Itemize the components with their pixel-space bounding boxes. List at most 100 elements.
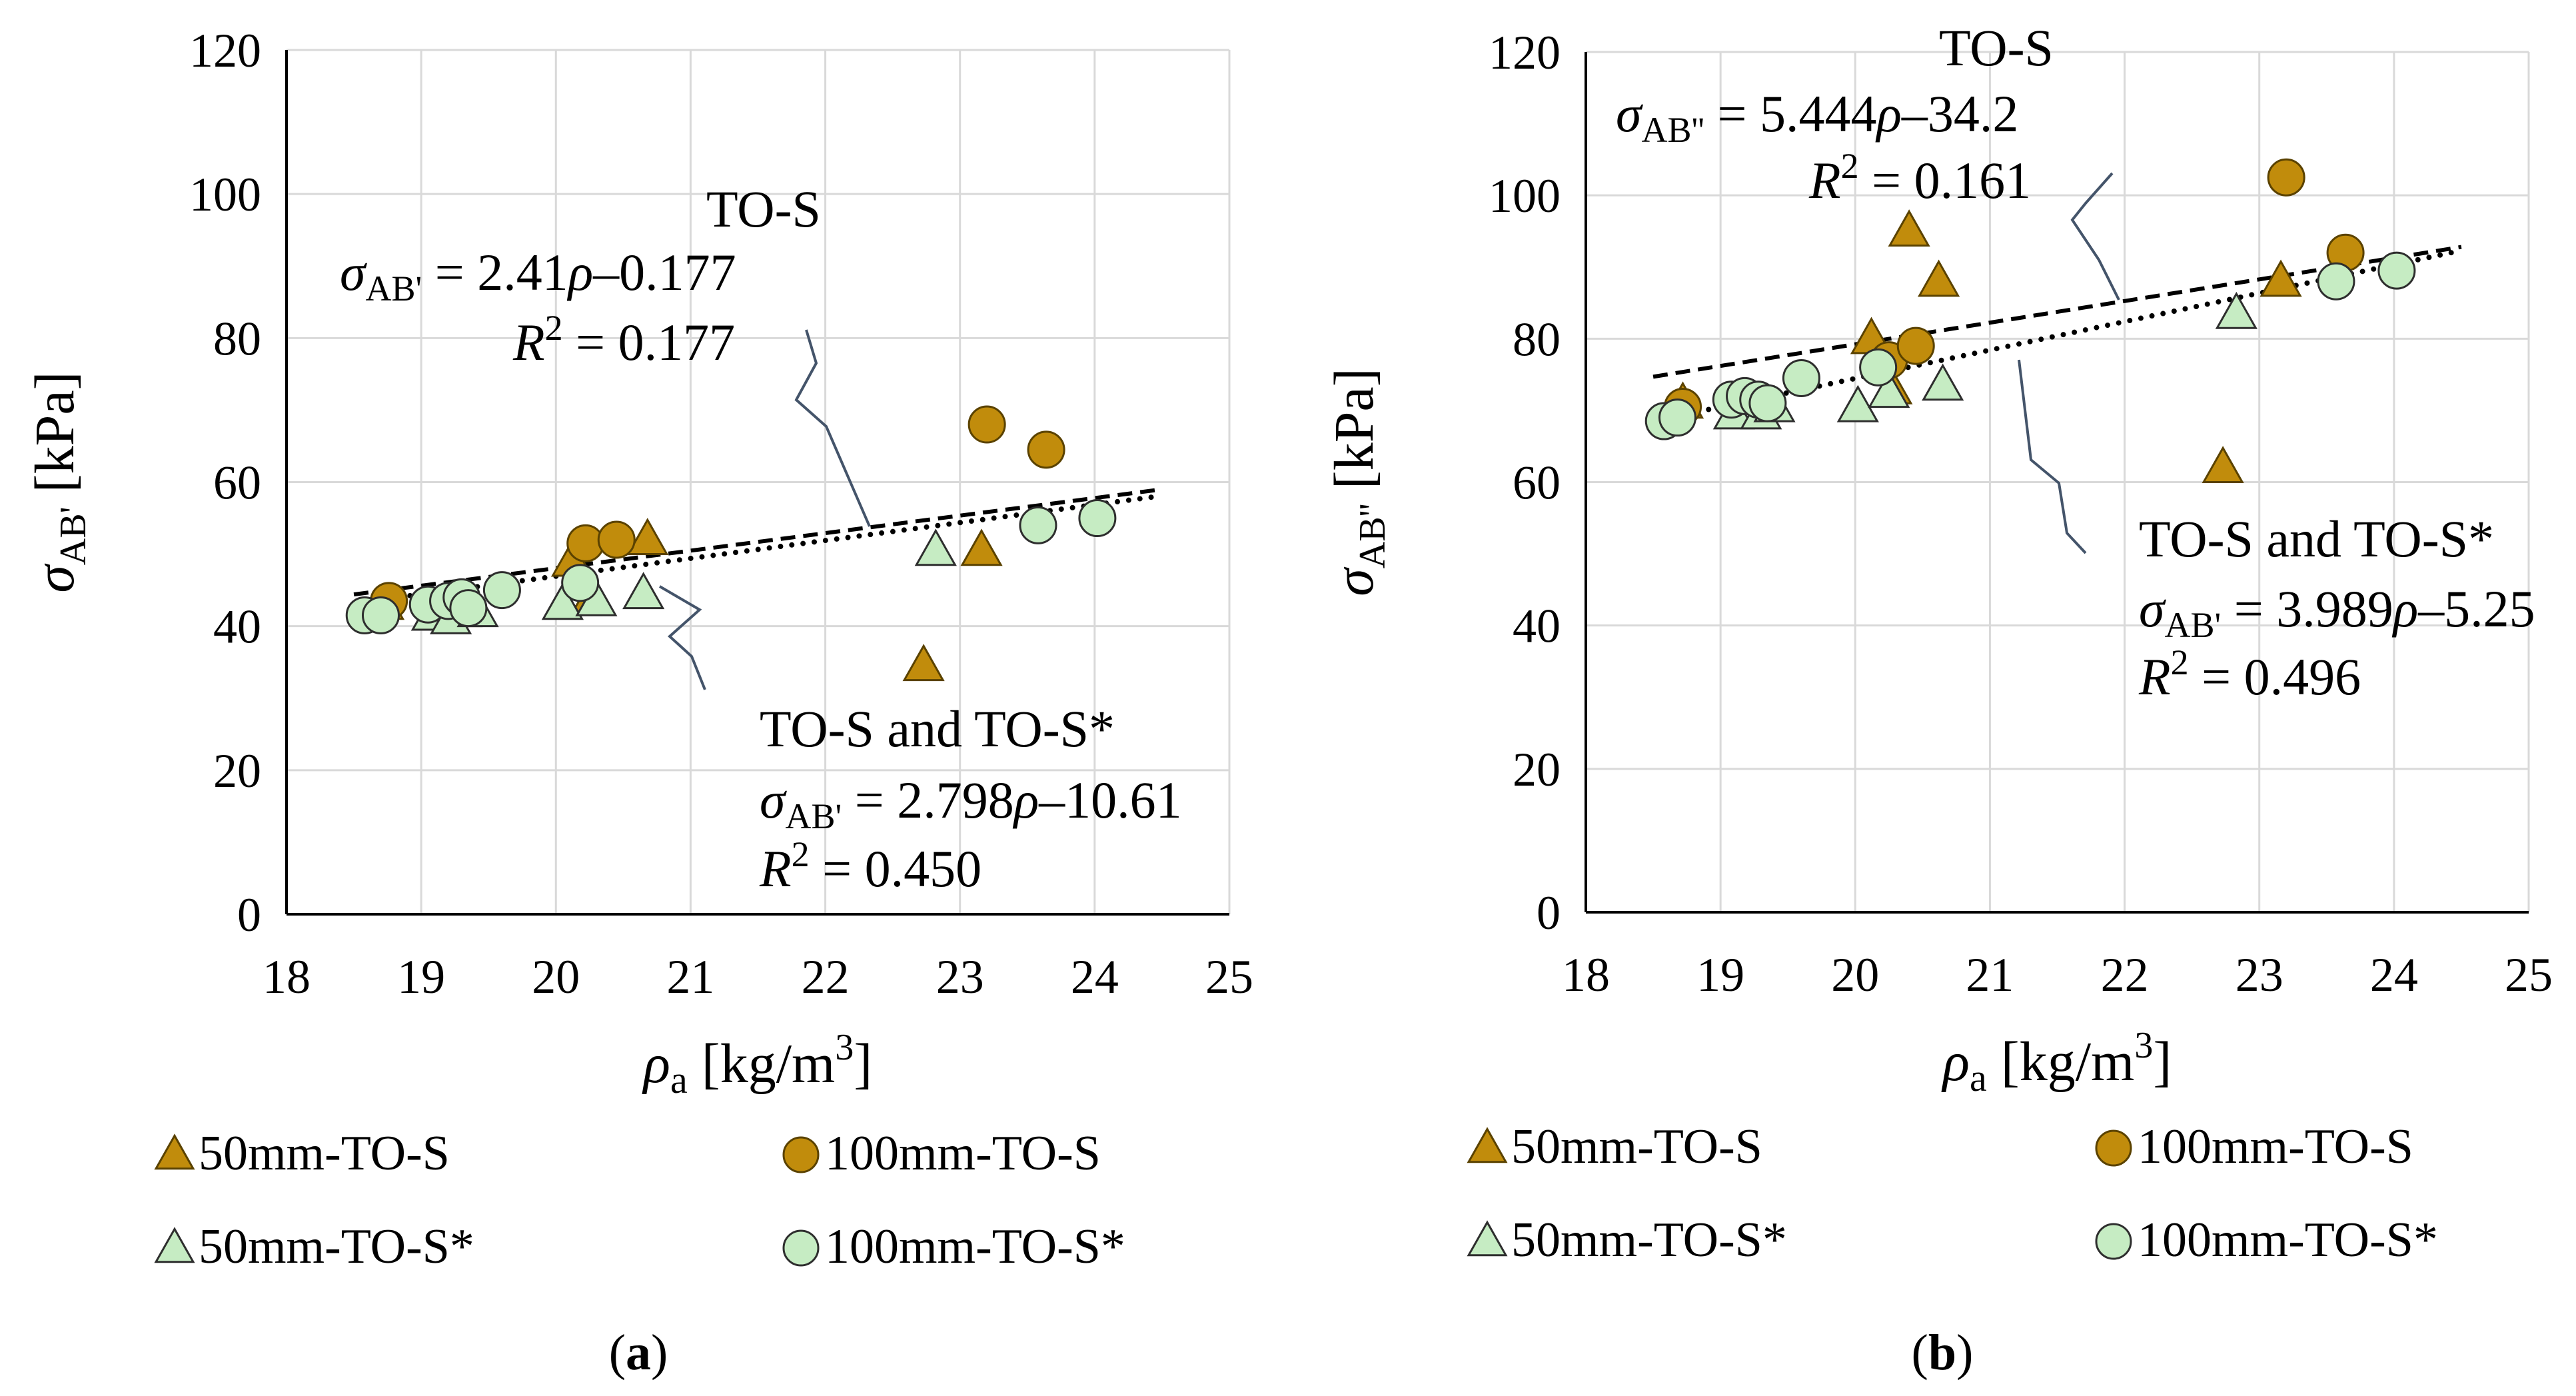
legend-marker-triangle <box>154 1227 195 1263</box>
chart-panel-a: 0 20 40 60 80 100 120 18 19 20 21 22 23 24 25 ρa [kg/m3… <box>24 24 1253 1381</box>
legend-label: 100mm-TO-S* <box>825 1219 1125 1274</box>
x-tick-label: 23 <box>2236 948 2283 1002</box>
legend-marker-triangle <box>1467 1127 1508 1163</box>
data-point-100mm-to-s- <box>2377 251 2416 290</box>
panel-label: (a) <box>609 1325 668 1381</box>
annotation-leader-line <box>794 329 871 527</box>
x-tick-label: 21 <box>1966 948 2014 1002</box>
data-point-50mm-to-s <box>960 528 1003 566</box>
legend-label: 50mm-TO-S* <box>1511 1213 1787 1267</box>
x-tick-label: 23 <box>936 950 984 1004</box>
x-tick-label: 24 <box>1071 950 1119 1004</box>
annotation-leader-line <box>2070 172 2120 301</box>
data-point-100mm-to-s- <box>1859 348 1898 386</box>
legend-entry: 100mm-TO-S* <box>782 1219 1125 1274</box>
y-tick-label: 80 <box>213 312 261 365</box>
legend-label: 50mm-TO-S* <box>199 1219 474 1274</box>
y-tick-label: 60 <box>1513 456 1561 510</box>
annotation-title: TO-S and TO-S* <box>760 700 1115 758</box>
data-point-50mm-to-s- <box>1836 384 1879 422</box>
y-tick-label: 100 <box>189 168 261 221</box>
data-point-100mm-to-s- <box>561 564 600 602</box>
data-point-50mm-to-s- <box>541 582 584 620</box>
data-point-100mm-to-s <box>2267 158 2305 197</box>
data-point-100mm-to-s- <box>1782 359 1820 398</box>
legend-label: 100mm-TO-S <box>825 1126 1101 1181</box>
chart-panel-b: 0 20 40 60 80 100 120 18 19 20 21 22 23 24 25 ρa [kg/m3… <box>1323 19 2553 1381</box>
x-tick-label: 25 <box>2505 948 2553 1002</box>
annotation-leader-line <box>658 585 706 690</box>
data-point-50mm-to-s <box>1918 259 1960 297</box>
x-axis-title: ρa [kg/m3] <box>642 1027 873 1101</box>
panel-label: (b) <box>1912 1325 1974 1381</box>
y-tick-label: 120 <box>189 24 261 77</box>
legend-marker-circle <box>782 1229 820 1267</box>
data-point-50mm-to-s <box>902 644 945 682</box>
y-tick-label: 40 <box>213 600 261 654</box>
y-tick-label: 0 <box>237 888 261 942</box>
annotation-title: TO-S <box>1939 19 2054 77</box>
legend-marker-circle <box>2095 1223 2132 1260</box>
data-point-50mm-to-s- <box>622 572 665 610</box>
annotation-r2: R2 = 0.496 <box>2138 642 2361 706</box>
annotation-leader-line <box>2018 359 2087 554</box>
legend-entry: 50mm-TO-S* <box>1467 1213 1787 1267</box>
legend-entry: 100mm-TO-S <box>2095 1119 2413 1174</box>
data-point-50mm-to-s <box>626 518 669 556</box>
x-tick-label: 20 <box>1831 948 1879 1002</box>
legend-marker-circle <box>782 1136 820 1173</box>
data-point-50mm-to-s <box>1888 209 1930 247</box>
x-tick-label: 24 <box>2370 948 2418 1002</box>
annotation-equation: σAB' = 3.989ρ–5.25 <box>2139 580 2535 645</box>
x-tick-label: 20 <box>532 950 580 1004</box>
annotation-equation: σAB' = 2.798ρ–10.61 <box>760 771 1182 836</box>
data-point-50mm-to-s- <box>1868 370 1910 408</box>
legend-entry: 100mm-TO-S* <box>2095 1213 2438 1267</box>
data-point-100mm-to-s- <box>449 589 488 628</box>
data-point-100mm-to-s- <box>2317 262 2355 301</box>
x-tick-label: 22 <box>2101 948 2149 1002</box>
legend-entry: 50mm-TO-S* <box>154 1219 474 1274</box>
data-point-50mm-to-s- <box>2215 291 2257 329</box>
legend-label: 100mm-TO-S <box>2138 1119 2413 1174</box>
data-point-50mm-to-s- <box>1922 363 1964 401</box>
data-point-100mm-to-s- <box>1078 499 1117 538</box>
legend-marker-triangle <box>1467 1220 1508 1257</box>
y-axis-title: σAB'' [kPa] <box>1323 368 1393 596</box>
trendline-dotted <box>1650 248 2464 424</box>
y-axis-title: σAB' [kPa] <box>24 371 94 592</box>
x-tick-label: 25 <box>1205 950 1253 1004</box>
data-point-100mm-to-s <box>1896 327 1935 365</box>
legend-label: 50mm-TO-S <box>1511 1119 1762 1174</box>
y-tick-label: 20 <box>1513 743 1561 796</box>
x-tick-label: 19 <box>1696 948 1744 1002</box>
x-tick-label: 18 <box>1562 948 1610 1002</box>
legend-marker-circle <box>2095 1129 2132 1167</box>
y-tick-label: 20 <box>213 744 261 798</box>
annotation-equation: σAB' = 2.41ρ–0.177 <box>340 243 736 309</box>
annotation-r2: R2 = 0.161 <box>1808 146 2031 209</box>
legend-entry: 100mm-TO-S <box>782 1126 1101 1181</box>
x-axis-title: ρa [kg/m3] <box>1941 1025 2172 1099</box>
annotation-title: TO-S <box>706 180 821 238</box>
data-point-100mm-to-s- <box>1658 398 1696 437</box>
data-point-100mm-to-s <box>597 520 636 559</box>
legend-label: 100mm-TO-S* <box>2138 1213 2438 1267</box>
data-point-100mm-to-s <box>967 405 1006 444</box>
data-point-100mm-to-s- <box>362 596 400 634</box>
x-tick-label: 22 <box>802 950 850 1004</box>
data-point-100mm-to-s <box>1027 430 1065 469</box>
annotation-r2: R2 = 0.177 <box>512 308 735 371</box>
x-tick-label: 21 <box>666 950 714 1004</box>
legend-entry: 50mm-TO-S <box>154 1126 450 1181</box>
data-point-100mm-to-s- <box>482 571 521 610</box>
y-tick-label: 0 <box>1537 886 1561 940</box>
y-tick-label: 120 <box>1489 26 1561 79</box>
annotation-r2: R2 = 0.450 <box>759 834 981 898</box>
data-point-50mm-to-s <box>2202 446 2244 484</box>
x-tick-label: 19 <box>397 950 445 1004</box>
